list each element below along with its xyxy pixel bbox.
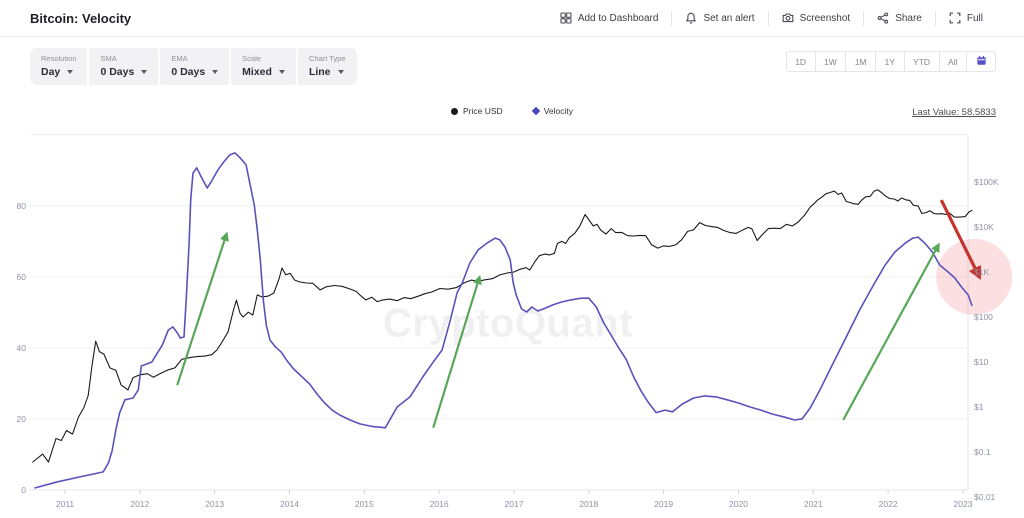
right-axis-tick: $1 [974,402,984,412]
legend-item-price[interactable]: Price USD [451,106,503,116]
x-axis-year: 2019 [654,499,674,509]
range-1d-button[interactable]: 1D [785,51,816,72]
last-value-link[interactable]: Last Value: 58.5833 [912,107,996,118]
ema-value: 0 Days [171,66,206,78]
chart-type-value: Line [308,66,331,78]
x-axis-year: 2011 [55,499,75,509]
right-axis-tick: $10 [974,357,989,367]
fullscreen-button[interactable]: Full [936,0,996,36]
alert-bell-icon [685,12,697,24]
chevron-down-icon [141,70,148,74]
chevron-down-icon [67,70,74,74]
chevron-down-icon [337,70,344,74]
scale-label: Scale [242,54,261,63]
resolution-value: Day [41,66,61,78]
set-alert-label: Set an alert [703,12,755,24]
x-axis-year: 2014 [280,499,299,509]
share-button[interactable]: Share [864,0,935,36]
watermark: CryptoQuant [383,301,633,346]
share-label: Share [895,12,922,24]
left-axis-tick: 0 [21,485,26,495]
scale-value: Mixed [242,66,272,78]
sma-dropdown[interactable]: SMA 0 Days [89,48,159,85]
range-1m-button[interactable]: 1M [845,51,877,72]
add-to-dashboard-button[interactable]: Add to Dashboard [547,0,672,36]
left-axis-tick: 40 [16,342,26,353]
share-icon [877,12,889,24]
x-axis-year: 2018 [579,499,599,509]
x-axis-year: 2012 [130,499,150,509]
right-axis-tick: $0.01 [974,492,996,502]
range-1w-button[interactable]: 1W [814,51,847,72]
range-all-button[interactable]: All [938,51,967,72]
camera-icon [782,12,794,24]
fullscreen-icon [949,12,961,24]
sma-value: 0 Days [100,66,135,78]
screenshot-label: Screenshot [799,12,851,24]
calendar-icon [976,55,987,68]
legend: Price USD Velocity [0,106,1024,116]
right-axis-tick: $10K [974,222,994,232]
legend-item-velocity[interactable]: Velocity [531,106,573,116]
x-axis-year: 2023 [953,499,973,509]
legend-velocity-label: Velocity [543,106,573,116]
left-axis-tick: 60 [16,271,26,282]
legend-price-label: Price USD [463,106,503,116]
chevron-down-icon [212,70,219,74]
scale-dropdown[interactable]: Scale Mixed [231,48,296,85]
chart-type-dropdown[interactable]: Chart Type Line [297,48,357,85]
calendar-button[interactable] [966,51,996,72]
page-title: Bitcoin: Velocity [30,11,132,26]
left-axis-tick: 20 [16,413,26,424]
x-axis-year: 2017 [504,499,524,509]
add-to-dashboard-label: Add to Dashboard [577,12,659,24]
set-alert-button[interactable]: Set an alert [672,0,767,36]
x-axis-year: 2021 [803,499,823,509]
header-actions: Add to Dashboard Set an alert Screenshot… [547,0,996,36]
x-axis-year: 2020 [729,499,748,509]
range-ytd-button[interactable]: YTD [903,51,940,72]
right-axis-tick: $0.1 [974,447,991,457]
x-axis-year: 2016 [429,499,449,509]
dashboard-icon [560,12,572,24]
right-axis-tick: $100 [974,312,993,322]
range-selector: 1D 1W 1M 1Y YTD All [785,51,996,72]
x-axis-year: 2013 [205,499,225,509]
header: Bitcoin: Velocity Add to Dashboard Set a… [0,0,1024,37]
chart-type-label: Chart Type [308,54,346,63]
divider [863,10,865,26]
x-axis-year: 2022 [878,499,898,509]
divider [671,10,673,26]
right-axis-tick: $100K [974,177,999,187]
price-series-marker [451,107,458,115]
velocity-series-marker [531,106,540,116]
left-axis-tick: 80 [16,200,26,211]
ema-dropdown[interactable]: EMA 0 Days [160,48,230,85]
range-1y-button[interactable]: 1Y [875,51,905,72]
sma-label: SMA [100,54,117,63]
divider [934,10,936,26]
ema-label: EMA [171,54,188,63]
fullscreen-label: Full [966,12,983,24]
divider [767,10,769,26]
resolution-dropdown[interactable]: Resolution Day [30,48,88,85]
chevron-down-icon [278,70,285,74]
x-axis-year: 2015 [354,499,374,509]
screenshot-button[interactable]: Screenshot [769,0,864,36]
parameter-toolbar: Resolution Day SMA 0 Days EMA 0 Days Sca… [30,48,357,85]
right-axis-tick: $1K [974,267,990,277]
resolution-label: Resolution [41,54,77,63]
